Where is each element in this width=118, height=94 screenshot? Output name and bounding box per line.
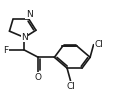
Text: N: N [26,9,32,19]
Text: O: O [35,73,42,82]
Text: F: F [3,46,8,55]
Text: N: N [21,33,28,42]
Text: Cl: Cl [95,40,104,49]
Text: Cl: Cl [66,82,75,91]
